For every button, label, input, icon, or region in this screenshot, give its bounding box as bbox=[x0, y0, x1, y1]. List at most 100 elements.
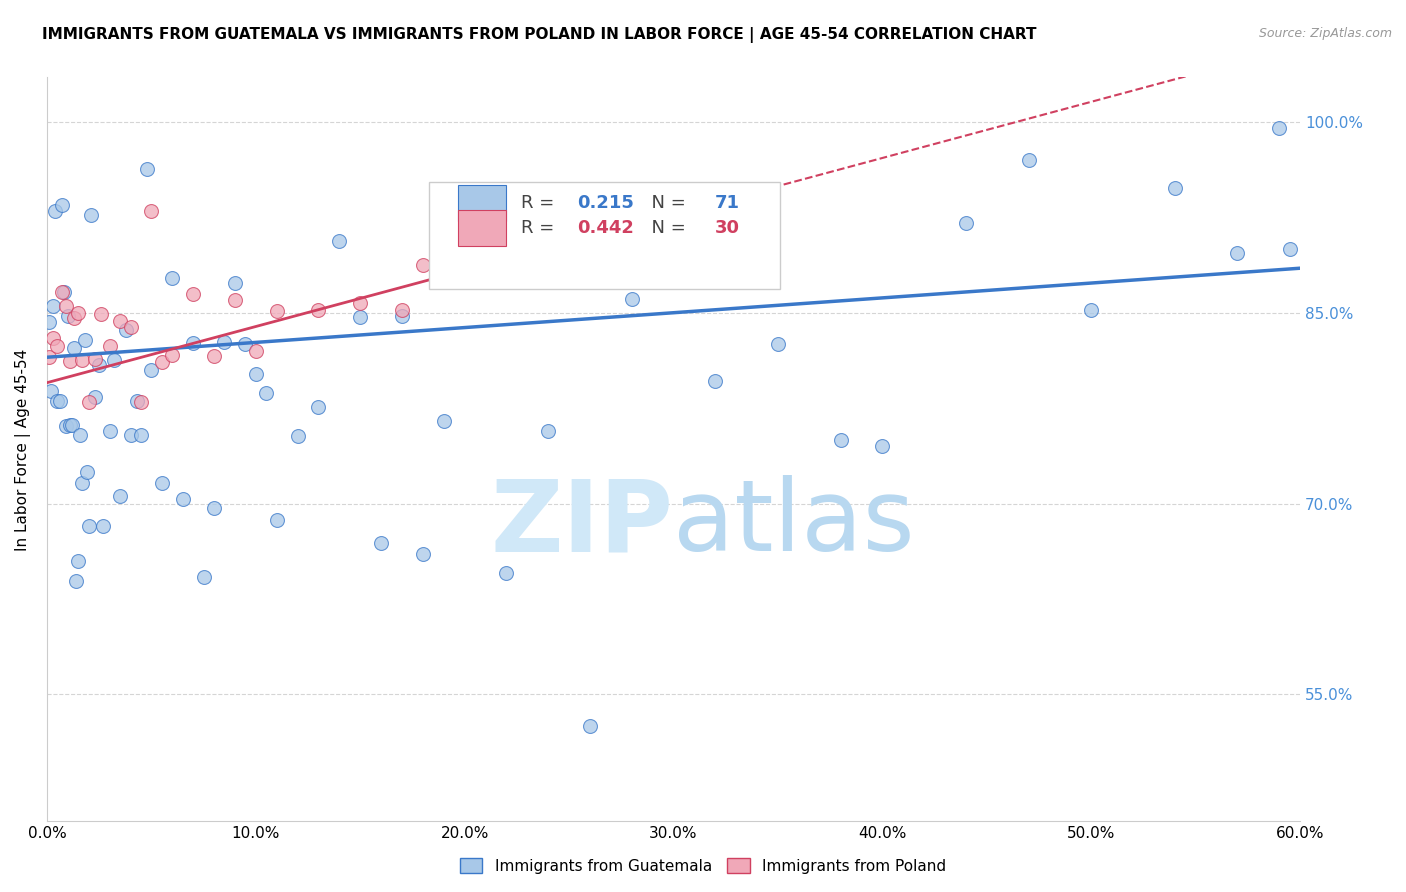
Point bbox=[42, 331, 65, 345]
Point bbox=[254, 386, 277, 401]
Point bbox=[1164, 180, 1187, 194]
Point bbox=[73, 333, 96, 347]
Point bbox=[93, 519, 115, 533]
Point bbox=[453, 238, 475, 252]
Point bbox=[579, 719, 602, 733]
Point bbox=[59, 354, 82, 368]
Point bbox=[224, 293, 246, 307]
Point bbox=[63, 310, 86, 325]
Point bbox=[474, 227, 496, 241]
Point bbox=[141, 204, 163, 219]
Point bbox=[72, 352, 94, 367]
Text: N =: N = bbox=[640, 194, 692, 212]
Point bbox=[266, 304, 288, 318]
Text: R =: R = bbox=[520, 219, 560, 237]
Point bbox=[202, 501, 225, 516]
Point bbox=[202, 349, 225, 363]
Point bbox=[51, 197, 73, 211]
Point bbox=[89, 359, 111, 373]
Point bbox=[1080, 302, 1102, 317]
Point bbox=[77, 519, 100, 533]
Text: IMMIGRANTS FROM GUATEMALA VS IMMIGRANTS FROM POLAND IN LABOR FORCE | AGE 45-54 C: IMMIGRANTS FROM GUATEMALA VS IMMIGRANTS … bbox=[42, 27, 1036, 43]
Point bbox=[433, 414, 456, 428]
Point bbox=[150, 355, 173, 369]
Point bbox=[129, 394, 152, 409]
Point bbox=[1278, 242, 1301, 256]
Point bbox=[120, 320, 142, 334]
Text: N =: N = bbox=[640, 219, 692, 237]
Point bbox=[103, 352, 125, 367]
Point bbox=[193, 570, 215, 584]
Point bbox=[44, 204, 66, 219]
Point bbox=[59, 417, 82, 432]
Text: 30: 30 bbox=[714, 219, 740, 237]
Point bbox=[955, 216, 977, 230]
Point bbox=[349, 296, 371, 310]
Point bbox=[245, 367, 267, 381]
Point bbox=[42, 299, 65, 313]
Point bbox=[141, 363, 163, 377]
Point bbox=[108, 314, 131, 328]
Point bbox=[115, 323, 138, 337]
Point bbox=[537, 425, 560, 439]
Point bbox=[46, 339, 69, 353]
Point bbox=[84, 390, 107, 404]
Text: 71: 71 bbox=[714, 194, 740, 212]
Point bbox=[349, 310, 371, 324]
Point bbox=[214, 335, 236, 350]
Point bbox=[308, 302, 330, 317]
Point bbox=[235, 336, 257, 351]
Point bbox=[125, 394, 148, 409]
Point bbox=[245, 343, 267, 358]
Point bbox=[67, 553, 90, 567]
Point bbox=[72, 476, 94, 491]
Point bbox=[391, 302, 413, 317]
Y-axis label: In Labor Force | Age 45-54: In Labor Force | Age 45-54 bbox=[15, 348, 31, 550]
Point bbox=[136, 161, 159, 176]
Point bbox=[495, 186, 517, 200]
Point bbox=[60, 417, 83, 432]
Point bbox=[412, 547, 434, 561]
Text: atlas: atlas bbox=[673, 475, 915, 573]
Point bbox=[453, 273, 475, 287]
Text: 0.215: 0.215 bbox=[576, 194, 634, 212]
Point bbox=[129, 427, 152, 442]
Point bbox=[172, 491, 194, 506]
Point bbox=[328, 234, 350, 248]
Text: ZIP: ZIP bbox=[491, 475, 673, 573]
Point bbox=[51, 285, 73, 299]
Point bbox=[56, 309, 79, 323]
Point bbox=[52, 285, 75, 300]
Point bbox=[704, 374, 727, 388]
Point bbox=[65, 574, 87, 588]
Point bbox=[287, 429, 309, 443]
Point bbox=[224, 276, 246, 290]
Point bbox=[77, 394, 100, 409]
Text: R =: R = bbox=[520, 194, 560, 212]
Bar bbox=[458, 185, 506, 220]
Point bbox=[98, 424, 121, 438]
Text: Source: ZipAtlas.com: Source: ZipAtlas.com bbox=[1258, 27, 1392, 40]
Point bbox=[55, 418, 77, 433]
Point bbox=[766, 337, 789, 351]
Point bbox=[84, 352, 107, 367]
Point bbox=[391, 309, 413, 323]
Point bbox=[63, 341, 86, 355]
Point bbox=[1268, 121, 1291, 136]
Point bbox=[38, 316, 60, 330]
Point bbox=[162, 348, 184, 362]
Point bbox=[412, 258, 434, 272]
Point bbox=[872, 439, 894, 453]
Point bbox=[620, 292, 643, 306]
Point bbox=[662, 219, 685, 234]
Legend: Immigrants from Guatemala, Immigrants from Poland: Immigrants from Guatemala, Immigrants fr… bbox=[453, 852, 953, 880]
Point bbox=[830, 433, 852, 447]
Point bbox=[67, 306, 90, 320]
FancyBboxPatch shape bbox=[429, 182, 780, 290]
Point bbox=[69, 427, 91, 442]
Point bbox=[120, 428, 142, 442]
Point bbox=[108, 489, 131, 503]
Point bbox=[370, 536, 392, 550]
Bar bbox=[458, 211, 506, 246]
Point bbox=[39, 384, 62, 398]
